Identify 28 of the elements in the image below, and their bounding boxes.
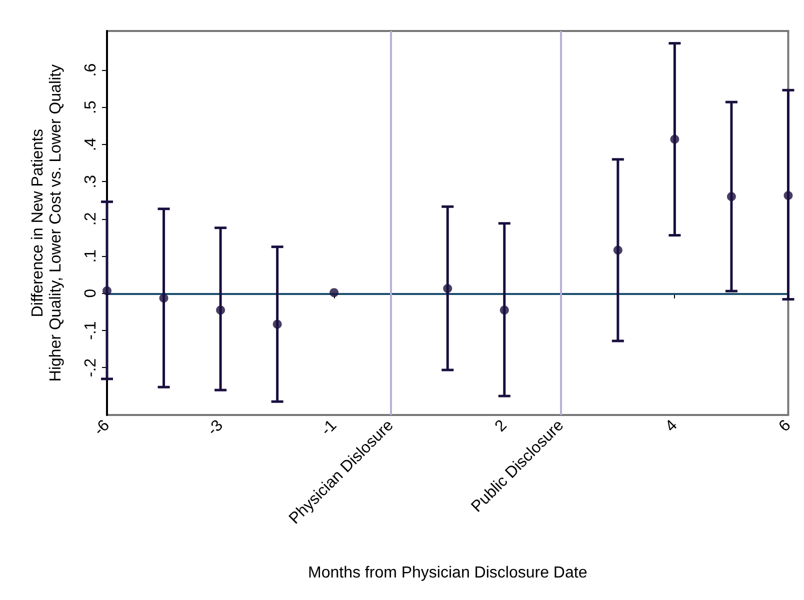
y-axis-title: Difference in New Patients Higher Quality, Lower Cost vs. Lower Quality [30, 64, 64, 382]
x-tick-label: 6 [776, 416, 794, 436]
point [726, 192, 736, 202]
x-tick-label: 4 [662, 416, 681, 436]
point [330, 288, 339, 298]
y-tick-label: -.2 [82, 358, 100, 378]
point [613, 246, 622, 255]
y-tick-label: .3 [82, 174, 100, 188]
point [784, 190, 793, 200]
y-tick-label: .5 [82, 100, 100, 114]
x-tick-label: -1 [318, 416, 340, 440]
y-tick-label: -.1 [82, 321, 100, 340]
point [216, 306, 226, 315]
y-tick-label: .1 [82, 249, 100, 263]
x-tick-label: 2 [492, 416, 510, 436]
y-tick-label: 0 [82, 288, 100, 298]
y-tick-label: .6 [82, 63, 100, 77]
x-tick-label: -6 [90, 416, 114, 440]
point [102, 286, 112, 296]
x-axis-title: Months from Physician Disclosure Date [308, 564, 588, 582]
point [443, 284, 452, 293]
point [272, 320, 282, 329]
x-tick-label: -3 [204, 416, 227, 440]
point [500, 306, 509, 315]
y-tick-label: .2 [82, 212, 100, 226]
y-tick-label: .4 [82, 138, 100, 152]
point [670, 134, 680, 144]
point [159, 294, 168, 303]
